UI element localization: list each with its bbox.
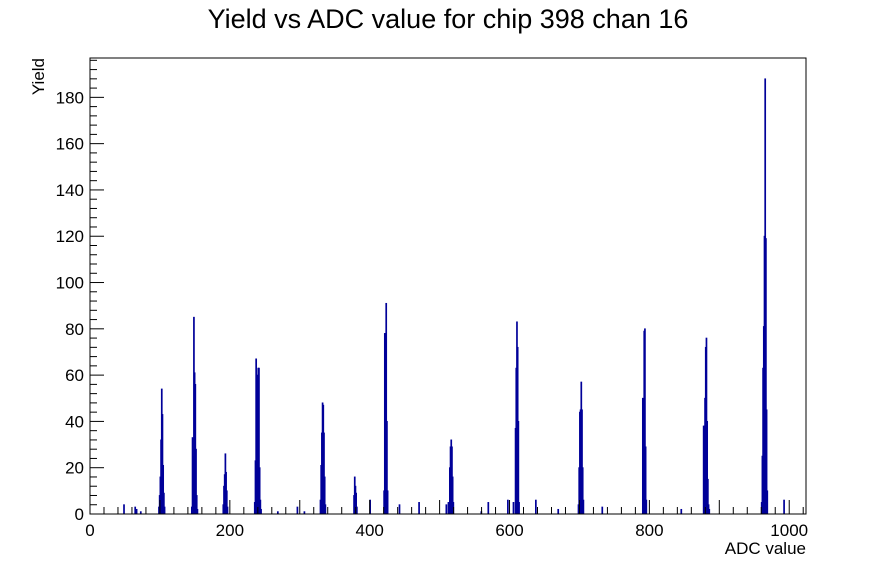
- x-axis: 0 200 400 600 800 1000: [85, 500, 808, 540]
- histogram-bar: [296, 506, 299, 515]
- y-tick-label: 100: [56, 274, 84, 293]
- y-tick-label: 40: [65, 412, 84, 431]
- y-tick-label: 140: [56, 181, 84, 200]
- histogram-bar: [783, 499, 785, 515]
- histogram-bar: [398, 504, 401, 515]
- histogram-bar: [445, 504, 448, 515]
- histogram-bar: [507, 499, 509, 515]
- histogram-bar: [601, 506, 604, 515]
- histogram-bar: [123, 504, 125, 515]
- x-tick-label: 800: [635, 521, 663, 540]
- histogram-bar: [163, 506, 166, 515]
- histogram-bar: [680, 508, 683, 515]
- histogram-bar: [386, 490, 389, 515]
- y-tick-label: 0: [75, 505, 84, 524]
- histogram-bar: [582, 499, 585, 515]
- histogram-bar: [645, 499, 648, 515]
- y-axis: 0 20 40 60 80 100 120 140 160 180: [56, 59, 104, 524]
- x-tick-label: 600: [495, 521, 523, 540]
- y-tick-label: 160: [56, 135, 84, 154]
- x-tick-label: 400: [356, 521, 384, 540]
- histogram-bar: [226, 506, 229, 515]
- histogram-bar: [355, 506, 358, 515]
- y-tick-label: 60: [65, 366, 84, 385]
- chart-title: Yield vs ADC value for chip 398 chan 16: [208, 4, 689, 34]
- histogram-bar: [517, 421, 520, 515]
- histogram-bar: [196, 508, 199, 515]
- x-tick-label: 200: [216, 521, 244, 540]
- x-tick-label: 0: [85, 521, 94, 540]
- x-axis-label: ADC value: [725, 539, 806, 558]
- histogram-bar: [135, 508, 138, 515]
- histogram-bar: [418, 502, 420, 515]
- histogram-bar: [260, 508, 262, 515]
- histogram-bar: [324, 504, 327, 515]
- histogram-bar: [708, 508, 711, 515]
- y-tick-label: 120: [56, 227, 84, 246]
- histogram-bar: [487, 502, 490, 515]
- histogram-bar: [518, 502, 520, 515]
- x-tick-label: 1000: [770, 521, 808, 540]
- y-tick-label: 180: [56, 88, 84, 107]
- histogram-bar: [535, 499, 537, 515]
- y-tick-label: 20: [65, 459, 84, 478]
- plot-frame: [89, 57, 807, 515]
- histogram-bar: [134, 506, 137, 515]
- histogram-bar: [447, 502, 450, 515]
- histogram-bar: [557, 508, 560, 515]
- histogram-bar: [766, 490, 769, 515]
- y-axis-label: Yield: [29, 58, 48, 95]
- y-tick-label: 80: [65, 320, 84, 339]
- histogram-bar: [512, 502, 515, 515]
